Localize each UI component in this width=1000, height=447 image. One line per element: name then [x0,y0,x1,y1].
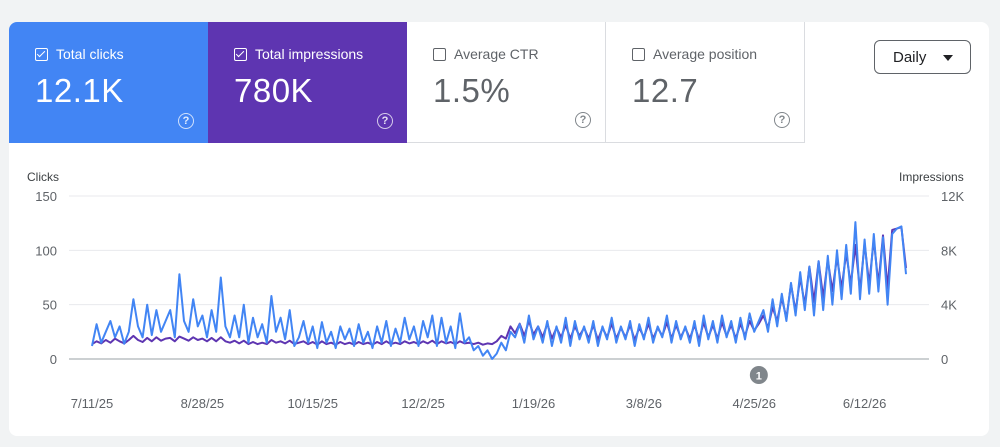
y-right-tick-label: 4K [941,298,957,313]
performance-card: Total clicks 12.1K ? Total impressions 7… [9,22,989,436]
right-axis-title: Impressions [899,170,964,184]
checkbox-icon[interactable] [632,47,645,61]
help-icon[interactable]: ? [575,112,591,128]
help-icon[interactable]: ? [377,113,393,129]
caret-down-icon [943,55,953,61]
x-tick-label: 12/2/25 [401,396,444,411]
metric-tile-total-clicks[interactable]: Total clicks 12.1K ? [9,22,208,143]
metric-label: Average CTR [454,46,539,62]
x-tick-label: 7/11/25 [71,396,113,411]
metric-header: Total impressions [234,46,407,62]
checkbox-icon[interactable] [433,47,446,61]
x-tick-label: 10/15/25 [287,396,338,411]
y-right-tick-label: 12K [941,189,964,204]
y-right-tick-label: 8K [941,243,957,258]
metric-value: 1.5% [433,72,511,109]
metric-value: 12.1K [35,72,124,109]
metric-header: Total clicks [35,46,208,62]
y-left-tick-label: 100 [35,243,57,258]
metric-header: Average position [632,46,804,62]
checkbox-icon[interactable] [234,47,247,61]
checkbox-icon[interactable] [35,47,48,61]
x-tick-label: 8/28/25 [181,396,224,411]
metric-value: 12.7 [632,72,699,109]
x-tick-label: 4/25/26 [733,396,776,411]
metric-tile-total-impressions[interactable]: Total impressions 780K ? [208,22,407,143]
metric-tile-average-ctr[interactable]: Average CTR 1.5% ? [407,22,606,143]
series-line-total-impressions [91,226,907,346]
range-select-value: Daily [893,48,927,66]
metric-label: Average position [653,46,758,62]
x-tick-label: 3/8/26 [626,396,662,411]
help-icon[interactable]: ? [178,113,194,129]
performance-chart: 0 50 100 150 0 4K 8K 12K 7/11/25 8/28/25 10/15/25 1… [35,189,964,411]
y-right-tick-label: 0 [941,352,948,367]
y-left-tick-label: 150 [35,189,57,204]
metric-header: Average CTR [433,46,605,62]
y-left-tick-label: 0 [50,352,57,367]
metric-label: Total impressions [255,46,364,62]
help-icon[interactable]: ? [774,112,790,128]
annotation-marker-icon[interactable] [749,366,768,384]
x-tick-label: 6/12/26 [843,396,886,411]
series-line-total-clicks [91,221,907,360]
metric-value: 780K [234,72,314,109]
annotation-marker-label: 1 [756,371,762,383]
y-left-tick-label: 50 [43,298,57,313]
x-tick-label: 1/19/26 [512,396,555,411]
metric-label: Total clicks [56,46,124,62]
range-select[interactable]: Daily [874,40,971,74]
left-axis-title: Clicks [27,170,59,184]
metric-tile-average-position[interactable]: Average position 12.7 ? [606,22,805,143]
